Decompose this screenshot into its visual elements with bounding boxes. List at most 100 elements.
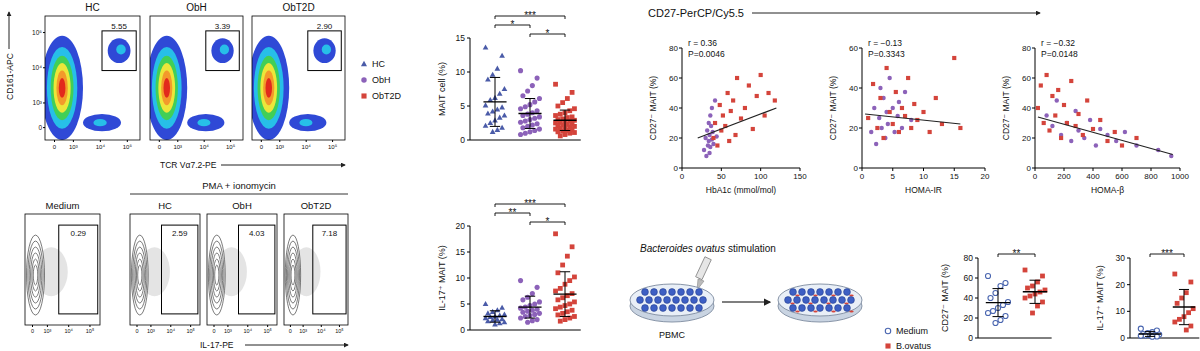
plot-bg — [45, 16, 140, 140]
y-tick — [43, 32, 45, 33]
y-tick-label: 0 — [1120, 333, 1125, 343]
point — [1188, 280, 1193, 285]
y-tick — [679, 138, 682, 139]
sig-label: *** — [524, 10, 536, 21]
cell — [826, 305, 833, 312]
y-tick — [467, 38, 470, 39]
point — [537, 127, 542, 132]
point — [535, 76, 540, 81]
cell-label: PBMC — [659, 330, 686, 340]
point — [572, 314, 577, 319]
y-tick-label: 10⁴ — [32, 64, 42, 71]
flow-plot — [207, 214, 277, 325]
point — [487, 120, 493, 125]
x-tick-label: 10³ — [173, 144, 182, 150]
y-tick — [467, 330, 470, 331]
y-tick-label: 60 — [1022, 74, 1031, 83]
y-tick — [467, 106, 470, 107]
x-tick-label: 10⁴ — [302, 144, 312, 150]
error-cap — [490, 77, 500, 78]
contour — [28, 241, 43, 309]
y-tick-label: 0 — [1027, 164, 1032, 173]
legend-marker — [885, 343, 890, 348]
x-tick-label: 10⁵ — [186, 328, 194, 334]
point — [871, 82, 875, 86]
x-axis-label: HbA1c (mmol/mol) — [706, 185, 777, 195]
cell — [682, 297, 689, 304]
flow-plot — [25, 214, 100, 325]
density — [289, 114, 326, 131]
cell — [669, 289, 676, 296]
error-cap — [560, 316, 570, 317]
point — [874, 142, 878, 146]
point — [523, 131, 528, 136]
x-tick-label: 600 — [1115, 172, 1129, 181]
point — [502, 86, 508, 91]
point — [985, 273, 990, 278]
y-tick — [1127, 258, 1130, 259]
error-bar — [525, 296, 535, 318]
panel-title: ObH — [186, 2, 207, 13]
bacterium — [813, 295, 817, 297]
sig-label: * — [511, 19, 515, 30]
legend-marker — [885, 328, 890, 333]
x-tick — [1035, 168, 1036, 171]
point — [1138, 326, 1143, 331]
y-tick-label: 10⁵ — [32, 29, 42, 36]
y-tick — [679, 78, 682, 79]
x-tick — [1064, 168, 1065, 171]
x-tick — [177, 140, 178, 142]
marks — [1138, 272, 1195, 340]
density — [265, 78, 272, 98]
plot-frame — [284, 214, 348, 325]
x-tick-label: 0 — [158, 144, 162, 150]
point — [520, 125, 525, 130]
density — [108, 38, 131, 63]
point — [721, 113, 725, 117]
point — [502, 319, 508, 324]
error-bar — [560, 110, 570, 130]
error-cap — [1179, 324, 1189, 325]
point — [879, 126, 883, 130]
density — [156, 56, 178, 120]
error-stem — [530, 99, 531, 129]
annotation: P=0.3343 — [868, 49, 905, 59]
point — [892, 130, 896, 134]
x-tick-label: 10⁴ — [317, 328, 326, 334]
y-tick-label: 0 — [674, 164, 679, 173]
cell — [799, 305, 806, 312]
flow-plot — [284, 214, 348, 325]
contour — [29, 247, 42, 303]
point — [487, 97, 493, 102]
y-axis-label: CD161-APC — [5, 53, 15, 100]
contour — [210, 241, 224, 309]
error-cap — [1179, 289, 1189, 290]
point — [993, 320, 998, 325]
point — [570, 90, 575, 95]
error-cap — [1030, 280, 1041, 281]
x-tick-label: 800 — [1144, 172, 1158, 181]
y-axis — [862, 48, 863, 168]
point — [739, 116, 743, 120]
point — [553, 82, 558, 87]
point — [878, 96, 882, 100]
point — [921, 110, 925, 114]
fit-line — [1038, 117, 1173, 155]
cell — [848, 297, 855, 304]
point — [909, 126, 913, 130]
point — [1179, 296, 1184, 301]
point — [532, 312, 537, 317]
point — [530, 318, 535, 323]
point — [1076, 112, 1080, 116]
point — [499, 53, 505, 58]
x-tick-label: 0 — [31, 328, 34, 334]
point — [535, 108, 540, 113]
point — [993, 290, 998, 295]
point — [1186, 310, 1191, 315]
point — [727, 139, 731, 143]
point — [495, 127, 501, 132]
plot-frame — [25, 214, 100, 325]
point — [1062, 103, 1066, 107]
y-tick — [859, 48, 862, 49]
y-tick-label: 20 — [849, 124, 858, 133]
